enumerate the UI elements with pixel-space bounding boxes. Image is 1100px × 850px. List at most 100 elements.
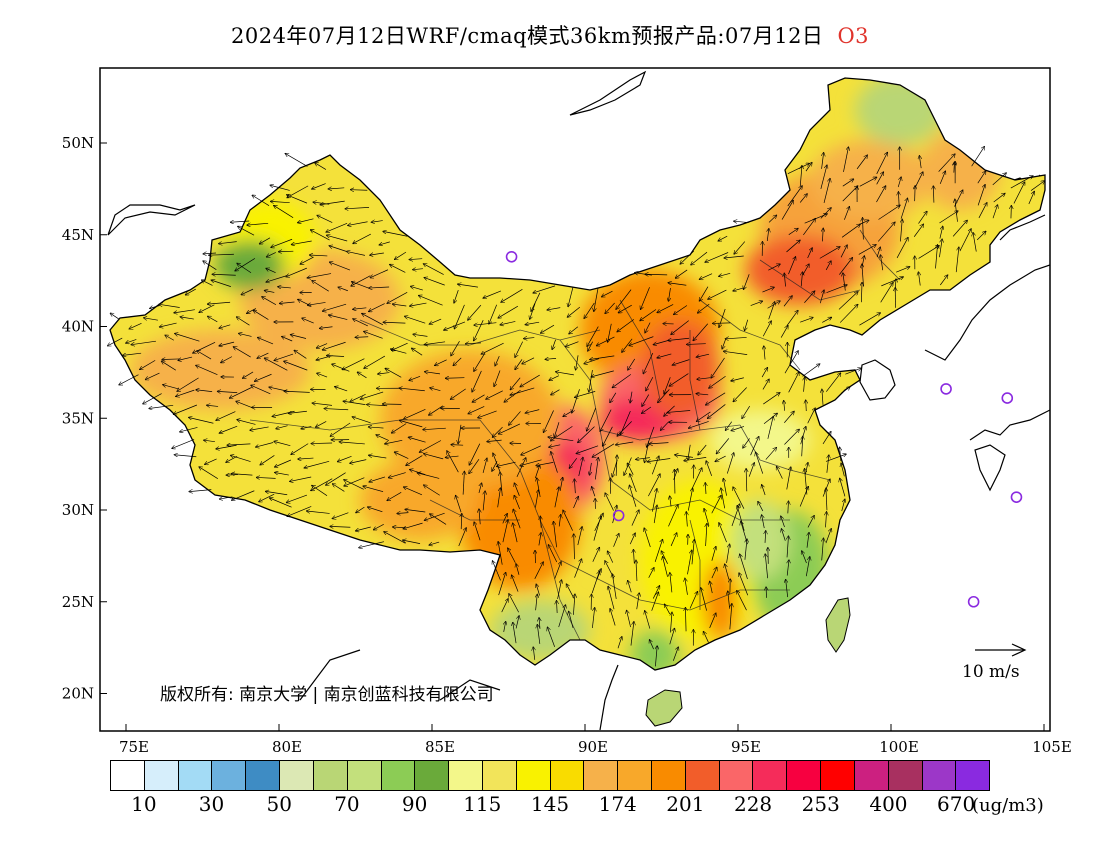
- wind-arrow: [876, 152, 888, 175]
- wind-arrow: [706, 392, 726, 405]
- wind-arrow: [765, 554, 768, 579]
- wind-arrow: [734, 241, 746, 254]
- wind-arrow: [781, 529, 786, 541]
- wind-arrow: [243, 371, 254, 378]
- legend-swatch: [787, 761, 822, 790]
- wind-arrow: [498, 423, 521, 434]
- wind-arrow: [807, 516, 814, 528]
- wind-arrow: [716, 438, 730, 453]
- wind-arrow: [733, 487, 745, 509]
- wind-arrow: [370, 269, 389, 278]
- wind-arrow: [725, 421, 733, 431]
- wind-arrow: [379, 241, 390, 245]
- wind-arrow: [266, 268, 276, 273]
- wind-arrow: [177, 377, 199, 391]
- wind-arrow: [688, 444, 691, 460]
- wind-arrow: [724, 256, 744, 258]
- legend-unit: (ug/m3): [972, 795, 1044, 816]
- wind-arrow: [423, 428, 446, 429]
- wind-arrow: [977, 185, 985, 206]
- wind-arrow: [315, 163, 327, 170]
- wind-arrow: [270, 498, 292, 508]
- wind-arrow: [547, 308, 561, 310]
- wind-arrow: [673, 647, 678, 661]
- wind-arrow: [762, 485, 766, 496]
- wind-arrow: [472, 370, 482, 392]
- wind-arrow: [826, 512, 827, 528]
- wind-arrow: [378, 373, 390, 374]
- latitude-axis: 50N 45N 40N 35N 30N 25N 20N: [62, 134, 107, 703]
- wind-arrow: [627, 610, 631, 628]
- wind-arrow: [645, 274, 668, 275]
- wind-arrow: [140, 360, 156, 369]
- wind-arrow: [955, 247, 959, 273]
- wind-arrow: [711, 357, 725, 378]
- wind-arrow: [368, 427, 384, 428]
- wind-arrow: [675, 269, 688, 278]
- wind-arrow: [573, 594, 575, 615]
- wind-arrow: [458, 284, 479, 288]
- wind-arrow: [172, 439, 195, 448]
- wind-arrow: [839, 258, 852, 275]
- wind-arrow: [547, 627, 556, 648]
- wind-arrow: [266, 491, 288, 496]
- wind-arrow: [569, 326, 579, 334]
- wind-arrow: [742, 405, 751, 418]
- wind-arrow: [370, 253, 384, 255]
- wind-arrow: [143, 393, 162, 404]
- wind-arrow: [661, 421, 669, 430]
- wind-arrow: [226, 455, 238, 462]
- wind-arrow: [368, 507, 383, 513]
- wind-arrow: [576, 355, 579, 370]
- wind-arrow: [221, 356, 233, 363]
- wind-arrow: [574, 479, 575, 494]
- wind-arrow: [939, 239, 942, 258]
- wind-arrow: [353, 319, 368, 327]
- wind-arrow: [840, 478, 846, 497]
- wind-arrow: [258, 338, 274, 345]
- wind-arrow: [588, 341, 593, 351]
- wind-arrow: [674, 470, 675, 494]
- wind-arrow: [617, 421, 632, 436]
- map-frame: [99, 67, 1051, 732]
- wind-arrow: [531, 292, 541, 311]
- wind-arrow: [807, 408, 816, 424]
- wind-arrow: [976, 231, 986, 241]
- wind-arrow: [554, 562, 561, 579]
- wind-arrow: [715, 455, 726, 461]
- wind-arrow: [468, 406, 485, 413]
- wind-arrow: [784, 273, 785, 287]
- wind-arrow: [877, 222, 895, 242]
- wind-arrow: [568, 287, 574, 306]
- wind-arrow: [822, 153, 824, 169]
- wind-arrow: [521, 445, 541, 455]
- wind-arrow: [565, 341, 579, 347]
- wind-arrow: [383, 231, 408, 237]
- wind-arrow: [971, 147, 985, 167]
- wind-arrow: [617, 637, 622, 649]
- lat-tick-label: 25N: [62, 593, 94, 611]
- lat-tick-label: 45N: [62, 226, 94, 244]
- legend-swatch: [956, 761, 990, 790]
- wind-arrow: [275, 459, 292, 467]
- wind-arrow: [266, 275, 288, 282]
- wind-arrow: [644, 528, 651, 548]
- wind-arrow: [468, 304, 482, 320]
- wind-arrow: [461, 514, 462, 530]
- wind-arrow: [126, 339, 137, 343]
- wind-arrow: [800, 166, 802, 187]
- wind-arrow: [180, 427, 198, 431]
- wind-arrow: [610, 609, 616, 626]
- wind-arrow: [548, 545, 558, 563]
- wind-arrow: [802, 551, 807, 564]
- wind-arrow: [629, 485, 637, 507]
- wind-arrow: [162, 359, 180, 360]
- wind-arrow: [212, 274, 236, 275]
- wind-arrow: [231, 455, 251, 462]
- wind-arrow: [826, 285, 846, 293]
- wind-arrow: [805, 163, 812, 172]
- wind-arrow: [684, 457, 707, 460]
- wind-arrow: [406, 455, 423, 466]
- wind-arrow: [726, 544, 730, 564]
- legend-swatch: [415, 761, 450, 790]
